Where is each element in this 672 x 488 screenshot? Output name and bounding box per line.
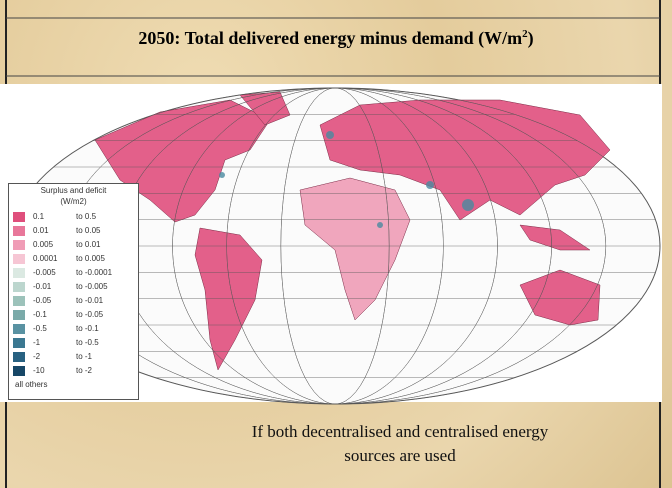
legend-row: 0.0001 to 0.005 <box>13 252 137 265</box>
legend-swatch <box>13 254 25 264</box>
legend-row: 0.01 to 0.05 <box>13 224 137 237</box>
legend-to: to 0.05 <box>76 226 101 235</box>
legend-title: Surplus and deficit <box>40 186 107 195</box>
legend-swatch <box>13 212 25 222</box>
legend-to: to -0.1 <box>76 324 99 333</box>
legend-from: 0.005 <box>33 240 54 249</box>
legend-row: 0.005 to 0.01 <box>13 238 137 251</box>
legend-row: -10 to -2 <box>13 364 137 377</box>
legend-to: to -2 <box>76 366 93 375</box>
legend-to: to -0.0001 <box>76 268 113 277</box>
legend-to: to 0.5 <box>76 212 97 221</box>
deficit-area <box>426 181 434 189</box>
legend-swatch <box>13 338 25 348</box>
legend-row: all others <box>13 378 137 391</box>
legend-from: -10 <box>33 366 45 375</box>
legend-swatch <box>13 324 25 334</box>
legend-swatch <box>13 240 25 250</box>
legend-from: -1 <box>33 338 41 347</box>
legend-row: 0.1 to 0.5 <box>13 210 137 223</box>
legend-to: to -0.01 <box>76 296 104 305</box>
caption: If both decentralised and centralised en… <box>251 422 549 441</box>
title-end: ) <box>527 28 534 48</box>
legend-swatch <box>13 268 25 278</box>
caption: sources are used <box>344 446 456 465</box>
deficit-areas <box>219 131 474 228</box>
legend-from: -2 <box>33 352 41 361</box>
legend-swatch <box>13 226 25 236</box>
legend-row: -0.05 to -0.01 <box>13 294 137 307</box>
legend-to: to -0.05 <box>76 310 104 319</box>
legend-swatch <box>13 310 25 320</box>
legend-from: -0.1 <box>33 310 47 319</box>
islands <box>519 224 591 251</box>
title-sup: 2 <box>522 28 528 40</box>
legend-row: -0.01 to -0.005 <box>13 280 137 293</box>
legend-to: to 0.005 <box>76 254 105 263</box>
legend-swatch <box>13 296 25 306</box>
title-text: 2050: Total delivered energy minus deman… <box>138 28 523 48</box>
legend-from: 0.1 <box>33 212 45 221</box>
legend-to: to -1 <box>76 352 93 361</box>
legend-row: -0.005 to -0.0001 <box>13 266 137 279</box>
legend-from: -0.01 <box>33 282 52 291</box>
legend-from: 0.01 <box>33 226 49 235</box>
legend-swatch <box>13 352 25 362</box>
legend-title: (W/m2) <box>60 197 87 206</box>
legend-row: -0.1 to -0.05 <box>13 308 137 321</box>
legend-row: -2 to -1 <box>13 350 137 363</box>
legend-to: to -0.5 <box>76 338 99 347</box>
deficit-area <box>326 131 334 139</box>
legend-to: to 0.01 <box>76 240 101 249</box>
legend-to: to -0.005 <box>76 282 108 291</box>
legend-from: -0.5 <box>33 324 47 333</box>
australia <box>519 269 601 326</box>
africa <box>299 177 411 321</box>
legend-row: -1 to -0.5 <box>13 336 137 349</box>
deficit-area <box>219 172 225 178</box>
legend-swatch <box>13 282 25 292</box>
legend-from: all others <box>15 380 48 389</box>
deficit-area <box>377 222 383 228</box>
legend-from: -0.005 <box>33 268 56 277</box>
legend-swatch <box>13 366 25 376</box>
legend-row: -0.5 to -0.1 <box>13 322 137 335</box>
legend: Surplus and deficit (W/m2) 0.1 to 0.5 0.01… <box>8 183 139 400</box>
legend-from: 0.0001 <box>33 254 58 263</box>
deficit-area <box>462 199 474 211</box>
legend-from: -0.05 <box>33 296 52 305</box>
slide-title: 2050: Total delivered energy minus deman… <box>0 28 672 49</box>
